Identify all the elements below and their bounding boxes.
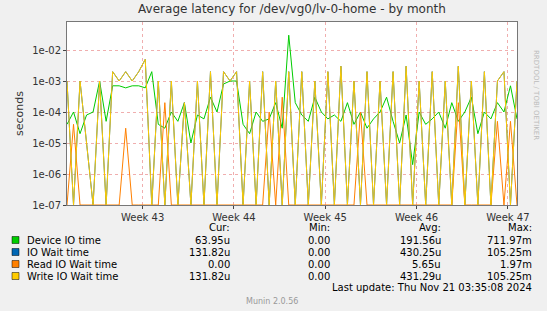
svg-text:1.97m: 1.97m — [500, 259, 532, 270]
svg-text:1e-03: 1e-03 — [32, 76, 61, 87]
svg-text:Cur:: Cur: — [209, 222, 230, 233]
svg-text:1e-07: 1e-07 — [32, 200, 61, 211]
svg-text:Min:: Min: — [309, 222, 330, 233]
svg-text:Week 45: Week 45 — [304, 212, 347, 223]
svg-text:Week 44: Week 44 — [212, 212, 255, 223]
svg-text:seconds: seconds — [13, 91, 26, 136]
svg-text:Avg:: Avg: — [419, 222, 441, 233]
svg-text:0.00: 0.00 — [308, 259, 330, 270]
svg-text:0.00: 0.00 — [308, 235, 330, 246]
svg-text:105.25m: 105.25m — [487, 271, 532, 282]
svg-text:5.65u: 5.65u — [412, 259, 441, 270]
svg-text:105.25m: 105.25m — [487, 247, 532, 258]
svg-text:Write IO Wait time: Write IO Wait time — [27, 271, 118, 282]
svg-text:63.95u: 63.95u — [195, 235, 230, 246]
svg-text:1e-02: 1e-02 — [32, 45, 61, 56]
svg-text:0.00: 0.00 — [208, 259, 230, 270]
svg-text:IO Wait time: IO Wait time — [27, 247, 89, 258]
svg-text:Device IO time: Device IO time — [27, 235, 101, 246]
svg-text:RRDTOOL / TOBI OETIKER: RRDTOOL / TOBI OETIKER — [532, 50, 540, 140]
svg-text:0.00: 0.00 — [308, 271, 330, 282]
svg-text:1e-04: 1e-04 — [32, 107, 61, 118]
svg-text:Average latency for /dev/vg0/l: Average latency for /dev/vg0/lv-0-home -… — [138, 2, 446, 16]
svg-text:Week 43: Week 43 — [121, 212, 164, 223]
svg-text:Week 47: Week 47 — [486, 212, 529, 223]
svg-text:131.82u: 131.82u — [189, 271, 230, 282]
svg-text:Munin 2.0.56: Munin 2.0.56 — [246, 297, 298, 306]
svg-text:711.97m: 711.97m — [487, 235, 532, 246]
svg-text:1e-06: 1e-06 — [32, 169, 61, 180]
svg-text:431.29u: 431.29u — [400, 271, 441, 282]
svg-text:191.56u: 191.56u — [400, 235, 441, 246]
svg-text:Week 46: Week 46 — [395, 212, 438, 223]
svg-text:131.82u: 131.82u — [189, 247, 230, 258]
svg-text:Last update: Thu Nov 21 03:35:: Last update: Thu Nov 21 03:35:08 2024 — [332, 282, 532, 293]
svg-text:0.00: 0.00 — [308, 247, 330, 258]
svg-text:1e-05: 1e-05 — [32, 138, 61, 149]
svg-text:Read IO Wait time: Read IO Wait time — [27, 259, 117, 270]
svg-text:430.25u: 430.25u — [400, 247, 441, 258]
svg-text:Max:: Max: — [508, 222, 532, 233]
